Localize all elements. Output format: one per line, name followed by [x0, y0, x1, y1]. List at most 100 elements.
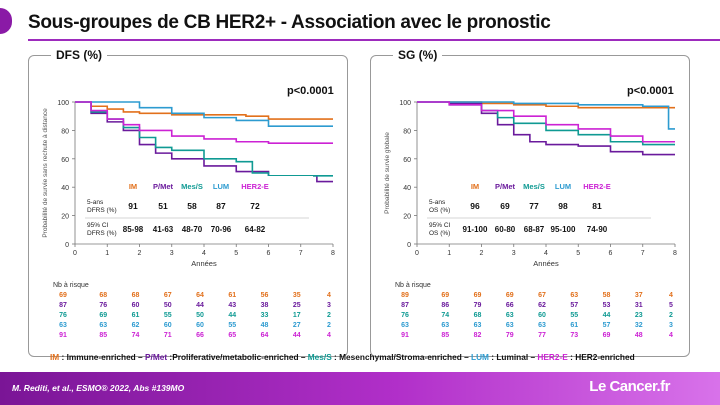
dfs-risk-value: 64: [196, 292, 204, 299]
sg-risk-value: 63: [570, 292, 578, 299]
dfs-risk-value: 61: [132, 312, 140, 319]
dfs-table-row1-label-a: 5-ans: [87, 199, 104, 206]
sg-risk-value: 68: [474, 312, 482, 319]
sg-table-header-4: HER2-E: [583, 182, 611, 191]
sg-risk-value: 67: [538, 292, 546, 299]
sg-risk-value: 61: [570, 322, 578, 329]
dfs-x-tick-label: 7: [299, 250, 303, 257]
sg-x-tick-label: 8: [673, 250, 677, 257]
dfs-table-row1-label-b: DFRS (%): [87, 207, 117, 214]
dfs-risk-value: 50: [164, 302, 172, 309]
dfs-table-header-1: P/Met: [153, 182, 174, 191]
sg-table-header-2: Mes/S: [523, 182, 545, 191]
sg-risk-value: 53: [603, 302, 611, 309]
sg-risk-value: 2: [669, 312, 673, 319]
dfs-table-ci-value: 64-82: [245, 225, 266, 234]
dfs-risk-value: 3: [327, 302, 331, 309]
dfs-y-tick-label: 60: [61, 157, 69, 164]
sg-risk-value: 91: [401, 332, 409, 339]
dfs-risk-value: 69: [99, 312, 107, 319]
sg-risk-value: 4: [669, 292, 673, 299]
dfs-risk-value: 67: [164, 292, 172, 299]
sg-risk-value: 77: [538, 332, 546, 339]
dfs-risk-value: 62: [132, 322, 140, 329]
legend-mess-key: Mes/S: [307, 352, 332, 362]
sg-table-header-1: P/Met: [495, 182, 516, 191]
sg-curve-lum: [417, 101, 675, 130]
dfs-risk-value: 50: [196, 312, 204, 319]
legend-lum-text: : Luminal –: [488, 352, 538, 362]
sg-risk-value: 69: [441, 292, 449, 299]
sg-table-ci-value: 60-80: [495, 225, 516, 234]
dfs-panel: DFS (%) p<0.0001 100 80 60 40 20 0 0 1 2 3 4 5 6 7 8 An…: [28, 48, 348, 357]
dfs-risk-value: 4: [327, 332, 331, 339]
dfs-x-tick-label: 0: [73, 250, 77, 257]
sg-risk-value: 62: [538, 302, 546, 309]
footer-bar: M. Rediti, et al., ESMO® 2022, Abs #139M…: [0, 372, 720, 405]
sg-risk-value: 63: [538, 322, 546, 329]
sg-risk-value: 63: [474, 322, 482, 329]
sg-table-5y-value: 96: [470, 201, 480, 211]
dfs-y-tick-label: 20: [61, 214, 69, 221]
dfs-curve-her2e: [75, 101, 333, 144]
dfs-risk-value: 87: [59, 302, 67, 309]
sg-risk-value: 89: [401, 292, 409, 299]
sg-risk-value: 73: [570, 332, 578, 339]
sg-x-tick-label: 1: [447, 250, 451, 257]
sg-risk-value: 87: [401, 302, 409, 309]
dfs-p-value: p<0.0001: [287, 85, 334, 97]
dfs-curve-im: [75, 101, 333, 120]
sg-risk-value: 63: [506, 322, 514, 329]
sg-risk-value: 85: [441, 332, 449, 339]
dfs-risk-value: 17: [293, 312, 301, 319]
sg-risk-value: 82: [474, 332, 482, 339]
sg-risk-value: 23: [635, 312, 643, 319]
dfs-table-5y-value: 87: [216, 201, 226, 211]
dfs-risk-value: 63: [99, 322, 107, 329]
sg-risk-value: 32: [635, 322, 643, 329]
dfs-table-ci-value: 41-63: [153, 225, 174, 234]
dfs-risk-value: 60: [164, 322, 172, 329]
sg-summary-table-bg: [423, 176, 655, 238]
title-underline: [28, 39, 720, 41]
sg-risk-value: 3: [669, 322, 673, 329]
dfs-risk-value: 38: [261, 302, 269, 309]
dfs-risk-value: 43: [228, 302, 236, 309]
dfs-risk-value: 56: [261, 292, 269, 299]
sg-table-5y-value: 69: [500, 201, 510, 211]
dfs-risk-value: 69: [59, 292, 67, 299]
dfs-table-header-0: IM: [129, 182, 137, 191]
sg-risk-value: 69: [506, 292, 514, 299]
sg-y-tick-label: 20: [403, 214, 411, 221]
dfs-risk-title: Nb à risque: [53, 282, 89, 289]
legend-mess-text: : Mesenchymal/Stroma-enriched –: [331, 352, 471, 362]
dfs-y-tick-label: 100: [57, 100, 69, 107]
sg-risk-value: 63: [506, 312, 514, 319]
dfs-risk-value: 25: [293, 302, 301, 309]
dfs-risk-value: 76: [59, 312, 67, 319]
dfs-panel-title: DFS (%): [51, 48, 107, 62]
legend-pmet-text: :Proliferative/metabolic-enriched –: [167, 352, 308, 362]
dfs-x-tick-label: 4: [202, 250, 206, 257]
title-accent-bar: [0, 8, 12, 34]
sg-table-ci-value: 68-87: [524, 225, 545, 234]
legend-pmet-key: P/Met: [144, 352, 168, 362]
sg-y-tick-label: 80: [403, 128, 411, 135]
sg-y-tick-label: 60: [403, 157, 411, 164]
dfs-curve-lum: [75, 101, 333, 127]
legend-im-key: IM: [50, 352, 60, 362]
dfs-table-5y-value: 58: [187, 201, 197, 211]
dfs-risk-value: 44: [293, 332, 301, 339]
dfs-table-ci-value: 85-98: [123, 225, 144, 234]
sg-risk-value: 60: [538, 312, 546, 319]
sg-panel: SG (%) p<0.0001 100 80 60 40 20 0 0 1 2 3 4 5 6 7 8 Ann…: [370, 48, 690, 357]
sg-y-tick-label: 0: [407, 242, 411, 249]
dfs-risk-value: 66: [196, 332, 204, 339]
sg-x-tick-label: 0: [415, 250, 419, 257]
dfs-risk-value: 64: [261, 332, 269, 339]
sg-table-row1-label-a: 5-ans: [429, 199, 446, 206]
dfs-risk-value: 27: [293, 322, 301, 329]
sg-risk-value: 58: [603, 292, 611, 299]
